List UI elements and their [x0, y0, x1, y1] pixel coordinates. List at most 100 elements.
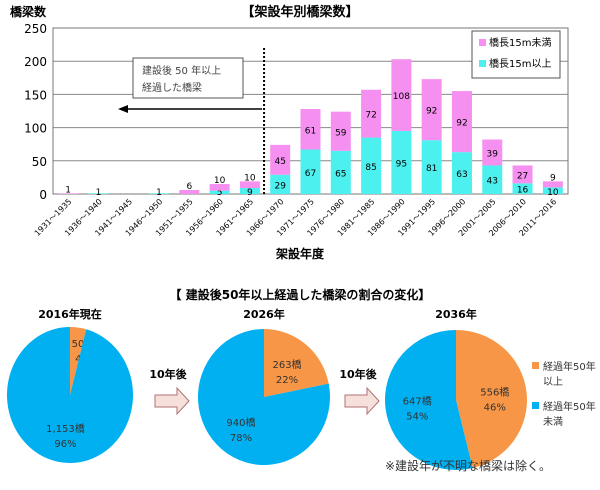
pie-slice	[384, 330, 473, 470]
bar-value-label: 59	[335, 128, 347, 138]
pie-legend-label: 経過年50年	[543, 360, 596, 373]
arrow-label: 10年後	[339, 367, 377, 381]
y-axis-label: 橋梁数	[10, 4, 47, 19]
bar-value-label: 63	[456, 170, 467, 180]
bar-legend	[471, 30, 561, 79]
bar-under-15m	[542, 181, 563, 188]
bar-value-label: 72	[365, 111, 376, 121]
bar-over-15m	[421, 140, 442, 194]
bar-value-label: 16	[517, 186, 529, 196]
bar-value-label: 81	[426, 164, 437, 174]
bar-value-label: 10	[214, 176, 226, 186]
pie-slice-percent: 78%	[230, 433, 252, 444]
bar-value-label: 61	[305, 126, 316, 136]
bar-value-label: 92	[456, 119, 467, 129]
pie-slice-percent: 54%	[406, 412, 428, 423]
bar-over-15m	[270, 174, 291, 194]
bar-value-label: 10	[244, 173, 256, 183]
bar-value-label: 67	[305, 169, 316, 179]
pie-legend-label: 経過年50年	[543, 400, 596, 413]
bar-value-label: 27	[517, 171, 528, 181]
pie-title: 2036年	[435, 307, 477, 321]
right-arrow-icon	[344, 386, 380, 416]
annotation-line1: 建設後 50 年以上	[142, 64, 221, 77]
pie-slice	[70, 327, 87, 395]
bar-chart-title: 【架設年別橋梁数】	[241, 4, 358, 20]
y-tick-label: 250	[24, 22, 47, 36]
bar-value-label: 95	[396, 159, 407, 169]
bar-over-15m	[209, 190, 230, 194]
bar-value-label: 29	[274, 181, 286, 191]
pie-slice-count: 1,153橋	[46, 422, 85, 435]
right-arrow-icon	[154, 386, 190, 416]
pie-slice	[264, 329, 329, 397]
bar-value-label: 92	[426, 107, 437, 117]
pie-slice-count: 556橋	[480, 385, 509, 398]
bar-over-15m	[330, 150, 351, 194]
legend-label: 橋長15m未満	[489, 36, 551, 49]
bar-under-15m	[391, 59, 412, 131]
pie-slice-count: 263橋	[272, 358, 301, 371]
bar-under-15m	[270, 144, 291, 175]
bar-value-label: 43	[487, 177, 498, 187]
y-tick-label: 200	[24, 55, 47, 69]
legend-swatch	[479, 60, 486, 67]
note: ※建設年が不明な橋梁は除く。	[385, 458, 551, 473]
bar-under-15m	[421, 79, 442, 141]
bar-over-15m	[391, 130, 412, 194]
pie-slice	[6, 327, 133, 463]
y-tick-label: 150	[24, 88, 47, 102]
pie-slice-percent: 46%	[484, 402, 506, 413]
bar-value-label: 45	[274, 157, 285, 167]
bar-over-15m	[482, 165, 503, 194]
bar-over-15m	[361, 137, 382, 194]
bar-under-15m	[451, 91, 472, 153]
bar-under-15m	[209, 184, 230, 191]
bar-under-15m	[239, 181, 260, 189]
bar-under-15m	[179, 190, 200, 194]
pie-slice	[198, 329, 330, 465]
bar-under-15m	[361, 89, 382, 138]
pie-slice-percent: 96%	[54, 439, 76, 450]
pie-title: 2026年	[243, 307, 285, 321]
y-tick-label: 0	[39, 188, 47, 202]
annotation-line2: 経過した橋梁	[142, 81, 202, 94]
bar-over-15m	[512, 183, 533, 194]
pie-title: 2016年現在	[38, 307, 102, 321]
arrow-label: 10年後	[149, 367, 187, 381]
bar-over-15m	[451, 152, 472, 194]
pie-legend-swatch	[532, 402, 539, 409]
bar-value-label: 39	[487, 150, 499, 160]
bar-value-label: 1	[96, 188, 102, 198]
y-tick-label: 100	[24, 122, 47, 136]
bar-over-15m	[239, 188, 260, 194]
pie-legend-swatch	[532, 362, 539, 369]
pie-legend-label: 以上	[543, 376, 563, 388]
bar-over-15m	[542, 187, 563, 194]
annotation-box	[132, 57, 244, 99]
x-axis-label: 架設年度	[275, 246, 325, 261]
bar-value-label: 65	[335, 169, 346, 179]
pie-slice	[456, 330, 527, 469]
bar-value-label: 108	[393, 92, 410, 102]
bar-under-15m	[300, 109, 321, 150]
bar-value-label: 9	[247, 188, 253, 198]
legend-label: 橋長15m以上	[489, 57, 551, 70]
bar-under-15m	[512, 165, 533, 184]
bar-value-label: 9	[550, 173, 556, 183]
bar-over-15m	[88, 193, 109, 194]
bar-value-label: 85	[365, 163, 376, 173]
pie-legend-label: 未満	[543, 416, 563, 428]
pie-slice-count: 940橋	[226, 416, 255, 429]
arrow-head-icon	[118, 105, 128, 113]
bar-value-label: 1	[65, 185, 71, 195]
bar-over-15m	[149, 193, 170, 194]
bar-value-label: 5	[217, 188, 223, 198]
bar-value-label: 1	[156, 188, 162, 198]
bar-over-15m	[300, 149, 321, 194]
pie-section-title: 【 建設後50年以上経過した橋梁の割合の変化】	[170, 287, 431, 302]
pie-slice-count: 647橋	[403, 395, 432, 408]
bar-value-label: 10	[547, 188, 559, 198]
